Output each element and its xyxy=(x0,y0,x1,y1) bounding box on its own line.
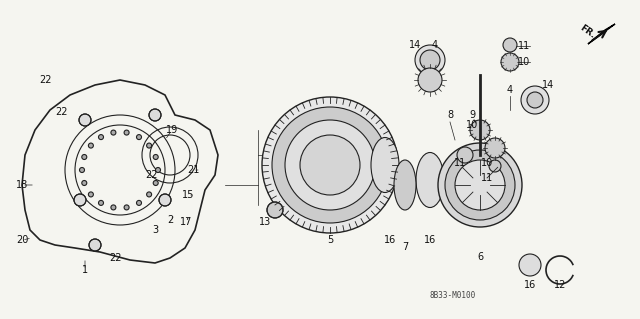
Ellipse shape xyxy=(415,45,445,75)
Text: 5: 5 xyxy=(327,235,333,245)
Circle shape xyxy=(82,154,87,160)
Text: 22: 22 xyxy=(109,253,121,263)
Circle shape xyxy=(74,194,86,206)
Text: 4: 4 xyxy=(507,85,513,95)
Circle shape xyxy=(285,120,375,210)
Ellipse shape xyxy=(371,137,399,192)
Circle shape xyxy=(156,167,161,173)
Circle shape xyxy=(147,192,152,197)
Ellipse shape xyxy=(521,86,549,114)
Circle shape xyxy=(136,135,141,140)
Circle shape xyxy=(111,130,116,135)
Text: 15: 15 xyxy=(182,190,194,200)
Circle shape xyxy=(153,154,158,160)
Text: 9: 9 xyxy=(469,110,475,120)
Ellipse shape xyxy=(416,152,444,207)
Circle shape xyxy=(445,150,515,220)
Polygon shape xyxy=(588,24,615,44)
Text: 22: 22 xyxy=(146,170,158,180)
Text: 21: 21 xyxy=(187,165,199,175)
Circle shape xyxy=(111,205,116,210)
Circle shape xyxy=(455,160,505,210)
Text: 18: 18 xyxy=(16,180,28,190)
Circle shape xyxy=(470,120,490,140)
Circle shape xyxy=(147,143,152,148)
Text: 14: 14 xyxy=(542,80,554,90)
Circle shape xyxy=(418,68,442,92)
Circle shape xyxy=(262,97,398,233)
Text: 20: 20 xyxy=(16,235,28,245)
Circle shape xyxy=(124,205,129,210)
Text: 11: 11 xyxy=(481,173,493,183)
Text: 17: 17 xyxy=(180,217,192,227)
Circle shape xyxy=(99,200,104,205)
Circle shape xyxy=(489,160,501,172)
Circle shape xyxy=(82,181,87,185)
Text: 11: 11 xyxy=(454,158,466,168)
Ellipse shape xyxy=(519,254,541,276)
Circle shape xyxy=(272,107,388,223)
Text: 2: 2 xyxy=(167,215,173,225)
Circle shape xyxy=(79,114,91,126)
Text: 13: 13 xyxy=(259,217,271,227)
Text: 6: 6 xyxy=(477,252,483,262)
Circle shape xyxy=(503,38,517,52)
Text: 11: 11 xyxy=(518,41,530,51)
Text: 1: 1 xyxy=(82,265,88,275)
Text: 16: 16 xyxy=(524,280,536,290)
Circle shape xyxy=(99,135,104,140)
Text: FR.: FR. xyxy=(578,23,596,40)
Text: 8B33-M0100: 8B33-M0100 xyxy=(430,291,476,300)
Text: 16: 16 xyxy=(384,235,396,245)
Text: 19: 19 xyxy=(166,125,178,135)
Circle shape xyxy=(153,181,158,185)
Circle shape xyxy=(457,147,473,163)
Circle shape xyxy=(79,167,84,173)
Circle shape xyxy=(267,202,283,218)
Text: 22: 22 xyxy=(39,75,51,85)
Text: 10: 10 xyxy=(518,57,530,67)
Circle shape xyxy=(159,194,171,206)
Circle shape xyxy=(88,143,93,148)
Text: 22: 22 xyxy=(56,107,68,117)
Text: 14: 14 xyxy=(409,40,421,50)
Text: 3: 3 xyxy=(152,225,158,235)
Circle shape xyxy=(420,50,440,70)
Text: 12: 12 xyxy=(554,280,566,290)
Ellipse shape xyxy=(394,160,416,210)
Circle shape xyxy=(438,143,522,227)
Text: 16: 16 xyxy=(424,235,436,245)
Circle shape xyxy=(300,135,360,195)
Circle shape xyxy=(149,109,161,121)
Circle shape xyxy=(88,192,93,197)
Circle shape xyxy=(501,53,519,71)
Circle shape xyxy=(485,138,505,158)
Circle shape xyxy=(89,239,101,251)
Text: 4: 4 xyxy=(432,40,438,50)
Circle shape xyxy=(124,130,129,135)
Circle shape xyxy=(136,200,141,205)
Text: 8: 8 xyxy=(447,110,453,120)
Text: 10: 10 xyxy=(481,158,493,168)
Circle shape xyxy=(527,92,543,108)
Text: 10: 10 xyxy=(466,120,478,130)
Text: 7: 7 xyxy=(402,242,408,252)
